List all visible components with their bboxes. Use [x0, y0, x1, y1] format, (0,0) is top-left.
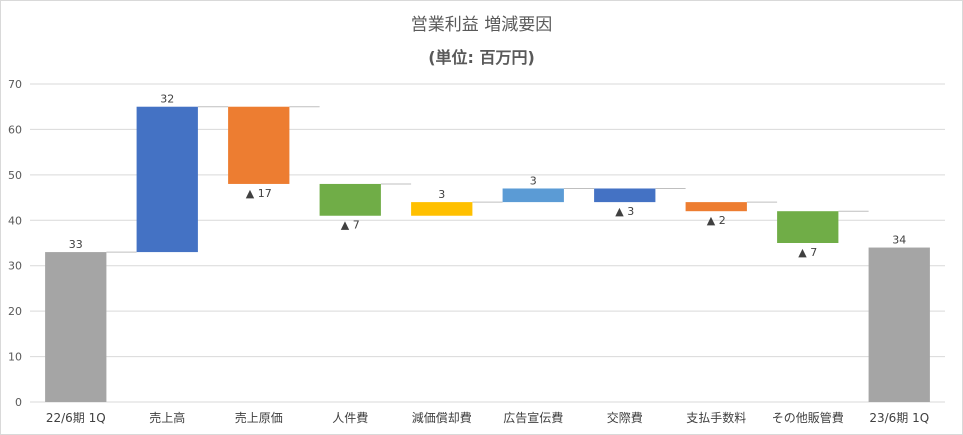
y-tick-label: 30: [8, 260, 22, 273]
x-tick-label: 22/6期 1Q: [46, 411, 106, 425]
x-tick-label: 売上原価: [235, 410, 283, 425]
bar: [594, 188, 656, 203]
x-tick-label: 減価償却費: [412, 410, 472, 425]
data-label: 3: [530, 174, 537, 187]
bar: [228, 106, 290, 184]
x-tick-label: 売上高: [149, 410, 185, 425]
y-tick-label: 50: [8, 169, 22, 182]
bar: [319, 183, 381, 216]
chart-title: 営業利益 増減要因: [410, 15, 553, 35]
data-label: ▲ 7: [341, 219, 360, 232]
y-tick-label: 0: [15, 396, 22, 409]
data-label: ▲ 3: [615, 205, 634, 218]
y-tick-label: 10: [8, 351, 22, 364]
data-label: 3: [438, 188, 445, 201]
y-tick-label: 20: [8, 305, 22, 318]
data-label: 32: [160, 93, 174, 106]
bar: [136, 106, 198, 253]
bar: [777, 211, 839, 243]
data-label: ▲ 7: [798, 246, 817, 259]
bar: [411, 202, 473, 216]
x-tick-label: 交際費: [607, 410, 643, 425]
data-label: ▲ 17: [246, 187, 272, 200]
x-tick-label: 支払手数料: [686, 410, 746, 425]
x-tick-label: 人件費: [332, 410, 368, 425]
data-label: ▲ 2: [707, 214, 726, 227]
bar: [45, 252, 107, 402]
chart-subtitle: (単位: 百万円): [428, 48, 535, 67]
bar: [868, 247, 930, 402]
y-tick-label: 40: [8, 214, 22, 227]
bar: [502, 188, 564, 203]
y-tick-label: 70: [8, 78, 22, 91]
x-tick-label: その他販管費: [772, 410, 844, 425]
bar: [685, 202, 747, 212]
data-label: 34: [892, 234, 906, 247]
y-tick-label: 60: [8, 123, 22, 136]
x-tick-label: 23/6期 1Q: [869, 411, 929, 425]
data-label: 33: [69, 238, 83, 251]
x-tick-label: 広告宣伝費: [503, 410, 563, 425]
